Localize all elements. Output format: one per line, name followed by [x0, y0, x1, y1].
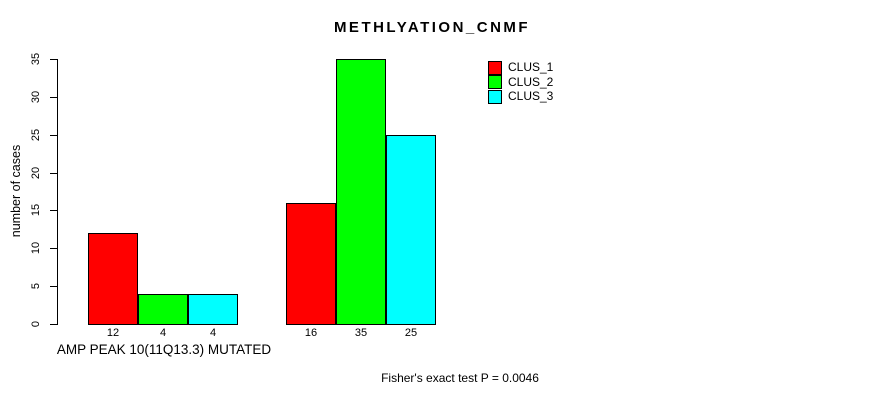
legend-item-label: CLUS_2: [508, 74, 554, 89]
bar-value-label: 25: [404, 327, 418, 339]
chart-title: METHLYATION_CNMF: [333, 19, 531, 36]
y-tick-mark: [50, 97, 58, 98]
legend-item: CLUS_2: [488, 74, 554, 89]
y-tick-mark: [50, 248, 58, 249]
y-tick-label: 35: [30, 52, 42, 66]
y-tick-label: 5: [30, 282, 42, 290]
y-tick-label: 20: [30, 166, 42, 180]
bar-clus-3-group-2: [386, 135, 436, 325]
bar-value-label: 16: [304, 327, 318, 339]
bar-clus-1-group-2: [286, 203, 336, 325]
y-tick-mark: [50, 286, 58, 287]
y-axis-line: [57, 59, 58, 325]
bar-clus-2-group-1: [138, 294, 188, 325]
legend-swatch-icon: [488, 60, 502, 75]
x-category-label: AMP PEAK 10(11Q13.3) MUTATED: [56, 342, 272, 357]
legend-item: CLUS_1: [488, 60, 554, 75]
y-tick-mark: [50, 135, 58, 136]
legend-swatch-icon: [488, 75, 502, 89]
y-tick-label: 25: [30, 128, 42, 142]
bar-value-label: 12: [106, 327, 120, 339]
bar-value-label: 35: [354, 327, 368, 339]
legend-item-label: CLUS_1: [508, 60, 554, 74]
y-tick-mark: [50, 210, 58, 211]
legend-item-label: CLUS_3: [508, 89, 554, 103]
y-axis-title: number of cases: [9, 144, 23, 238]
y-tick-mark: [50, 173, 58, 174]
bar-clus-1-group-1: [88, 233, 138, 325]
bar-value-label: 4: [159, 327, 167, 339]
y-tick-label: 15: [30, 203, 42, 217]
y-tick-label: 0: [30, 320, 42, 328]
bar-clus-2-group-2: [336, 59, 386, 325]
y-tick-label: 30: [30, 90, 42, 104]
y-tick-mark: [50, 59, 58, 60]
legend: CLUS_1 CLUS_2 CLUS_3: [488, 60, 554, 104]
fisher-test-caption: Fisher's exact test P = 0.0046: [381, 371, 539, 385]
legend-item: CLUS_3: [488, 89, 554, 104]
legend-swatch-icon: [488, 89, 502, 104]
y-tick-mark: [50, 324, 58, 325]
bar-clus-3-group-1: [188, 294, 238, 325]
y-tick-label: 10: [30, 241, 42, 255]
bar-value-label: 4: [209, 327, 217, 339]
